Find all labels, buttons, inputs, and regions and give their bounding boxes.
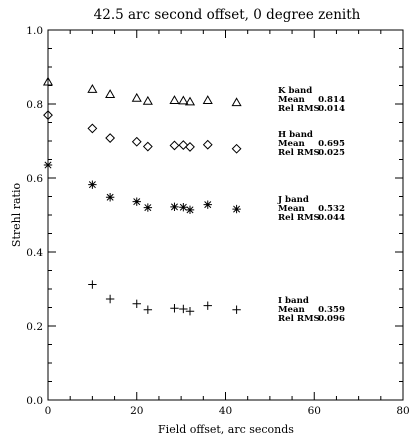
data-point-plus (105, 294, 115, 304)
data-point-triangle (178, 95, 189, 105)
data-point-asterisk (170, 202, 179, 212)
band-label: K band (278, 86, 312, 96)
data-point-asterisk (185, 205, 195, 215)
data-point-diamond (105, 133, 116, 143)
data-point-triangle (231, 97, 242, 107)
rms-label: Rel RMS (278, 148, 320, 158)
mean-label: Mean (278, 305, 306, 315)
y-tick-label: 1.0 (26, 25, 43, 37)
data-point-asterisk (232, 204, 241, 214)
plot-frame (47, 29, 404, 401)
data-point-diamond (185, 142, 195, 152)
data-point-diamond (178, 140, 189, 150)
data-point-asterisk (105, 193, 115, 202)
band-label: J band (277, 195, 309, 205)
data-point-asterisk (203, 200, 212, 209)
data-point-diamond (131, 136, 142, 147)
chart-title: 42.5 arc second offset, 0 degree zenith (94, 7, 361, 23)
x-tick-label: 20 (130, 405, 143, 417)
data-point-diamond (142, 141, 153, 152)
data-point-triangle (105, 89, 116, 99)
x-tick-label: 80 (396, 405, 409, 417)
data-point-plus (88, 280, 97, 289)
y-tick-label: 0.6 (26, 173, 43, 185)
mean-value: 0.695 (318, 139, 345, 149)
data-point-diamond (87, 123, 98, 134)
data-point-plus (203, 301, 212, 310)
data-point-plus (132, 299, 141, 308)
band-label: I band (278, 296, 309, 306)
x-tick-label: 40 (219, 405, 232, 417)
rms-value: 0.014 (318, 104, 345, 114)
y-tick-label: 0.8 (26, 99, 43, 111)
rms-value: 0.096 (318, 314, 345, 324)
mean-label: Mean (278, 139, 306, 149)
data-point-asterisk (43, 160, 53, 170)
data-point-plus (179, 304, 188, 314)
mean-value: 0.532 (318, 204, 345, 214)
mean-label: Mean (278, 204, 306, 214)
data-point-triangle (142, 95, 153, 105)
rms-value: 0.044 (318, 213, 345, 223)
rms-label: Rel RMS (278, 213, 320, 223)
data-point-triangle (87, 83, 98, 93)
data-point-plus (143, 305, 153, 314)
data-point-asterisk (132, 197, 141, 206)
y-tick-label: 0.0 (26, 395, 43, 407)
x-axis-label: Field offset, arc seconds (158, 423, 294, 436)
data-point-diamond (169, 140, 180, 151)
data-point-asterisk (143, 203, 153, 212)
rms-label: Rel RMS (278, 314, 320, 324)
mean-value: 0.359 (318, 305, 345, 315)
data-point-triangle (131, 92, 142, 102)
band-label: H band (278, 130, 313, 140)
y-tick-label: 0.2 (26, 321, 43, 333)
data-point-asterisk (179, 203, 188, 212)
data-points (42, 76, 242, 316)
x-tick-label: 0 (45, 405, 52, 417)
data-point-diamond (43, 110, 53, 121)
rms-label: Rel RMS (278, 104, 320, 114)
y-tick-label: 0.4 (26, 247, 43, 259)
axis-tick-labels: 0 20 40 60 80 0.0 0.2 0.4 0.6 0.8 1.0 (26, 25, 409, 417)
data-point-triangle (42, 76, 54, 86)
y-axis-label: Strehl ratio (10, 183, 23, 248)
mean-value: 0.814 (318, 95, 345, 105)
data-point-triangle (169, 95, 180, 104)
mean-label: Mean (278, 95, 306, 105)
data-point-diamond (202, 139, 213, 150)
x-tick-label: 60 (308, 405, 321, 417)
data-point-triangle (202, 95, 213, 104)
data-point-asterisk (88, 180, 97, 189)
data-point-plus (185, 307, 195, 316)
data-point-triangle (184, 96, 196, 106)
data-point-diamond (231, 143, 242, 154)
axis-ticks (47, 29, 404, 401)
rms-value: 0.025 (318, 148, 345, 158)
data-point-plus (170, 304, 179, 313)
data-point-plus (232, 305, 241, 314)
